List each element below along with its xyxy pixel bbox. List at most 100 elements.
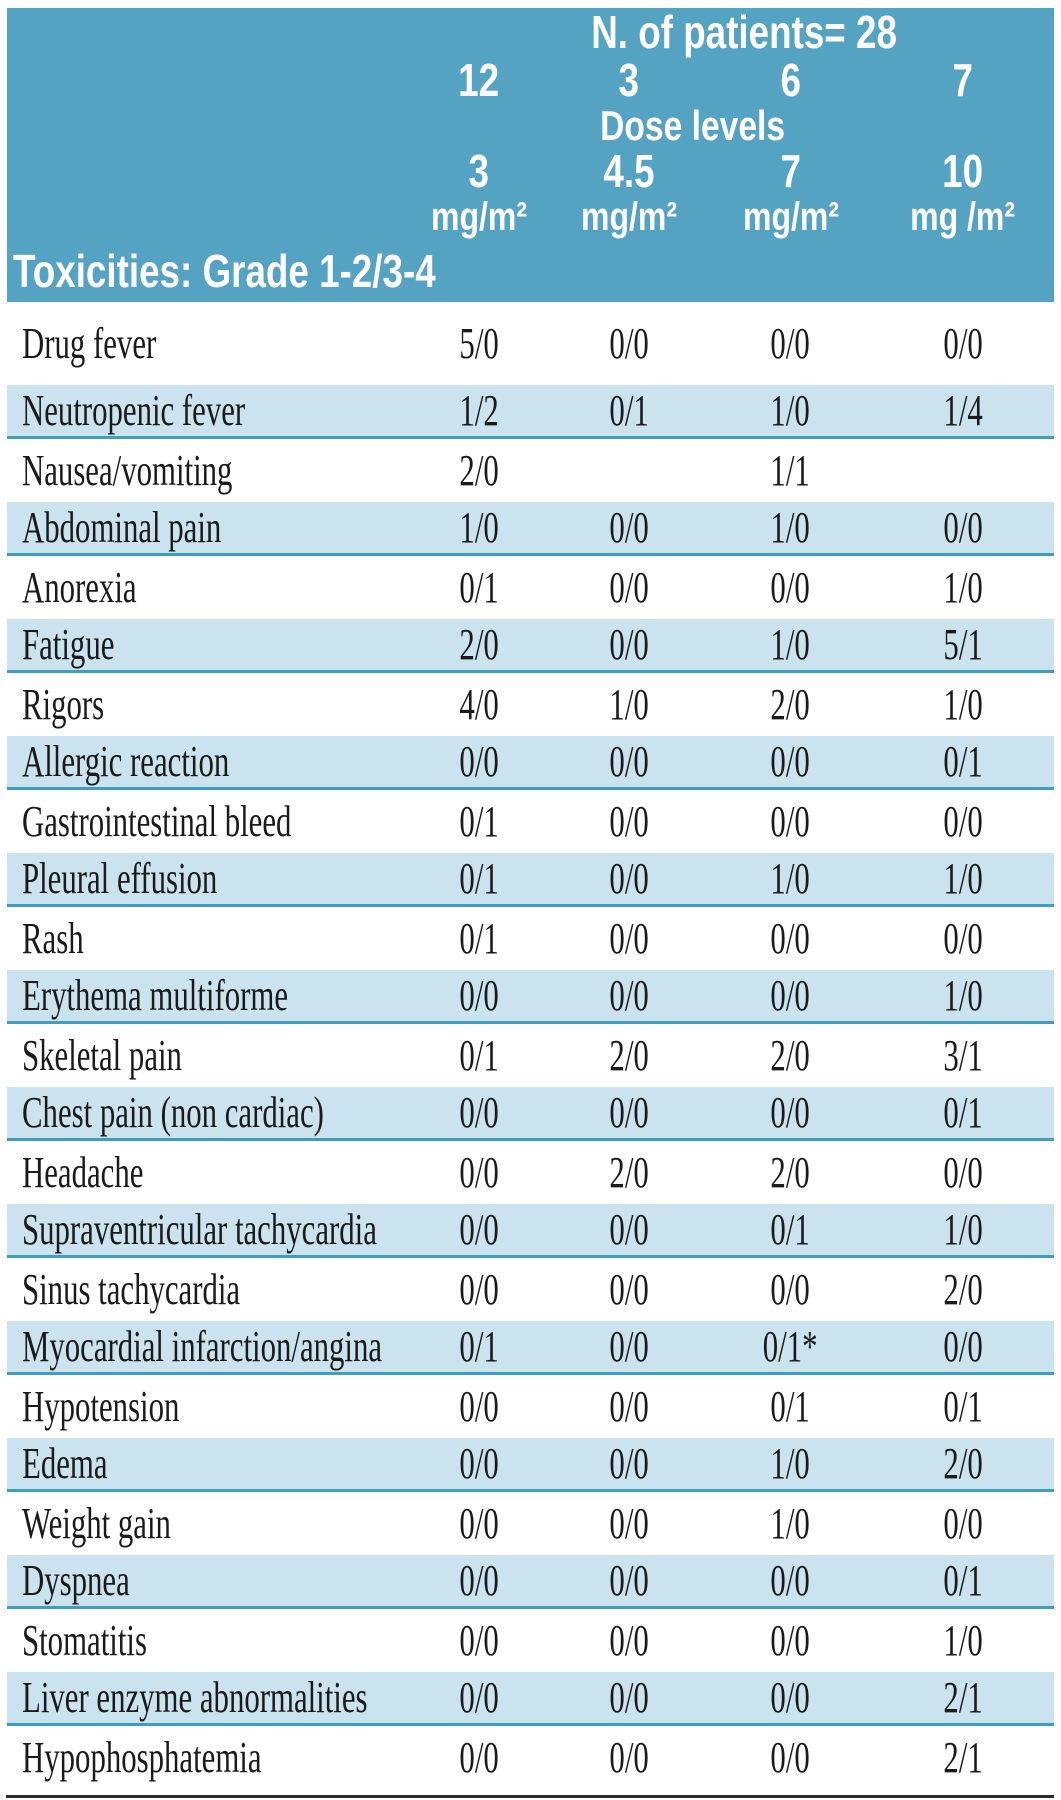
dose-unit: mg /m²: [910, 195, 1016, 239]
table-row: Pleural effusion 0/1 0/0 1/0 1/0: [7, 853, 1055, 907]
value-cell: 0/0: [609, 854, 649, 903]
value-cell: 0/0: [609, 1205, 649, 1254]
dose-value: 7: [780, 145, 801, 197]
table-row: Gastrointestinal bleed 0/1 0/0 0/0 0/0: [7, 788, 1055, 853]
table-row: Rash 0/1 0/0 0/0 0/0: [7, 905, 1055, 970]
table-row: Drug fever 5/0 0/0 0/0 0/0: [7, 302, 1055, 385]
row-label: Pleural effusion: [22, 854, 218, 903]
value-cell: 1/1: [770, 446, 811, 495]
value-cell: 1/0: [943, 1616, 983, 1665]
value-cell: 0/0: [609, 1439, 649, 1488]
value-cell: 0/0: [609, 1733, 649, 1782]
patient-count: 3: [618, 54, 640, 106]
value-cell: 2/0: [943, 1265, 983, 1314]
value-cell: 0/1: [609, 386, 649, 435]
value-cell: 0/0: [609, 1088, 649, 1137]
value-cell: 0/1: [943, 1556, 983, 1605]
value-cell: 0/1: [459, 1322, 499, 1371]
row-label: Allergic reaction: [22, 737, 230, 786]
value-cell: 1/0: [770, 386, 811, 435]
value-cell: 0/0: [609, 319, 649, 368]
row-label: Fatigue: [22, 620, 115, 669]
row-label: Rigors: [22, 680, 105, 729]
value-cell: 0/0: [943, 797, 983, 846]
row-label: Nausea/vomiting: [22, 446, 233, 495]
table-row: Chest pain (non cardiac) 0/0 0/0 0/0 0/1: [7, 1087, 1055, 1141]
toxicity-table: N. of patients= 28 12 3 6 7 Dose levels …: [7, 8, 1055, 1789]
table-row: Abdominal pain 1/0 0/0 1/0 0/0: [7, 502, 1055, 556]
row-label: Weight gain: [22, 1499, 171, 1548]
value-cell: 0/1: [770, 1205, 811, 1254]
value-cell: 1/4: [943, 386, 983, 435]
value-cell: 0/1: [770, 1382, 811, 1431]
value-cell: 0/0: [943, 503, 983, 552]
table-body: Drug fever 5/0 0/0 0/0 0/0 Neutropenic fever…: [7, 302, 1055, 1789]
table-row: Sinus tachycardia 0/0 0/0 0/0 2/0: [7, 1256, 1055, 1321]
patient-count: 6: [780, 54, 801, 106]
value-cell: 0/0: [770, 1733, 811, 1782]
value-cell: 0/0: [459, 1382, 499, 1431]
value-cell: 0/1: [459, 854, 499, 903]
value-cell: 0/0: [770, 1673, 811, 1722]
row-label: Erythema multiforme: [22, 971, 288, 1020]
table-row: Skeletal pain 0/1 2/0 2/0 3/1: [7, 1022, 1055, 1087]
row-label: Stomatitis: [22, 1616, 147, 1665]
table-header: N. of patients= 28 12 3 6 7 Dose levels …: [7, 8, 1055, 302]
value-cell: 0/0: [459, 1148, 499, 1197]
divider-rule: [6, 1795, 1054, 1798]
value-cell: 0/0: [609, 914, 649, 963]
value-cell: 1/0: [459, 503, 499, 552]
dose-levels-row: Dose levels: [7, 104, 1055, 148]
value-cell: 1/0: [943, 971, 983, 1020]
value-cell: 0/0: [459, 971, 499, 1020]
value-cell: 2/1: [943, 1673, 983, 1722]
table-row: Weight gain 0/0 0/0 1/0 0/0: [7, 1490, 1055, 1555]
value-cell: 2/1: [943, 1733, 983, 1782]
row-label: Dyspnea: [22, 1556, 130, 1605]
value-cell: 0/1*: [763, 1322, 818, 1371]
row-label: Sinus tachycardia: [22, 1265, 241, 1314]
value-cell: 0/1: [943, 1382, 983, 1431]
value-cell: 1/0: [770, 1499, 811, 1548]
value-cell: 1/0: [943, 1205, 983, 1254]
value-cell: 0/0: [943, 1148, 983, 1197]
value-cell: 0/0: [459, 1733, 499, 1782]
table-row: Anorexia 0/1 0/0 0/0 1/0: [7, 554, 1055, 619]
value-cell: 0/0: [609, 797, 649, 846]
value-cell: 0/1: [459, 1031, 499, 1080]
value-cell: 0/0: [609, 971, 649, 1020]
row-label: Gastrointestinal bleed: [22, 797, 292, 846]
row-label: Edema: [22, 1439, 108, 1488]
n-patients-row: N. of patients= 28: [7, 8, 1055, 56]
value-cell: 0/0: [459, 1499, 499, 1548]
value-cell: 0/0: [770, 563, 811, 612]
value-cell: 2/0: [770, 1031, 811, 1080]
value-cell: 0/0: [609, 563, 649, 612]
table-row: Supraventricular tachycardia 0/0 0/0 0/1 1/0: [7, 1204, 1055, 1258]
value-cell: 1/0: [770, 503, 811, 552]
value-cell: 0/0: [770, 319, 811, 368]
value-cell: 0/0: [770, 1088, 811, 1137]
value-cell: 5/1: [943, 620, 983, 669]
row-label: Myocardial infarction/angina: [22, 1322, 383, 1371]
table-row: Stomatitis 0/0 0/0 0/0 1/0: [7, 1607, 1055, 1672]
value-cell: 2/0: [609, 1148, 649, 1197]
value-cell: 0/0: [459, 1439, 499, 1488]
row-label: Supraventricular tachycardia: [22, 1205, 377, 1254]
table-row: Fatigue 2/0 0/0 1/0 5/1: [7, 619, 1055, 673]
dose-unit: mg/m²: [742, 195, 839, 239]
value-cell: 0/0: [943, 1322, 983, 1371]
row-label: Headache: [22, 1148, 144, 1197]
value-cell: 0/0: [770, 797, 811, 846]
value-cell: 0/1: [459, 563, 499, 612]
table-row: Headache 0/0 2/0 2/0 0/0: [7, 1139, 1055, 1204]
table-row: Hypotension 0/0 0/0 0/1 0/1: [7, 1373, 1055, 1438]
row-label: Neutropenic fever: [22, 386, 246, 435]
value-cell: 1/0: [943, 854, 983, 903]
value-cell: 2/0: [770, 1148, 811, 1197]
value-cell: 0/0: [770, 1265, 811, 1314]
table-row: Erythema multiforme 0/0 0/0 0/0 1/0: [7, 970, 1055, 1024]
value-cell: 0/0: [609, 1556, 649, 1605]
value-cell: 1/2: [459, 386, 499, 435]
patient-count: 12: [458, 54, 500, 106]
